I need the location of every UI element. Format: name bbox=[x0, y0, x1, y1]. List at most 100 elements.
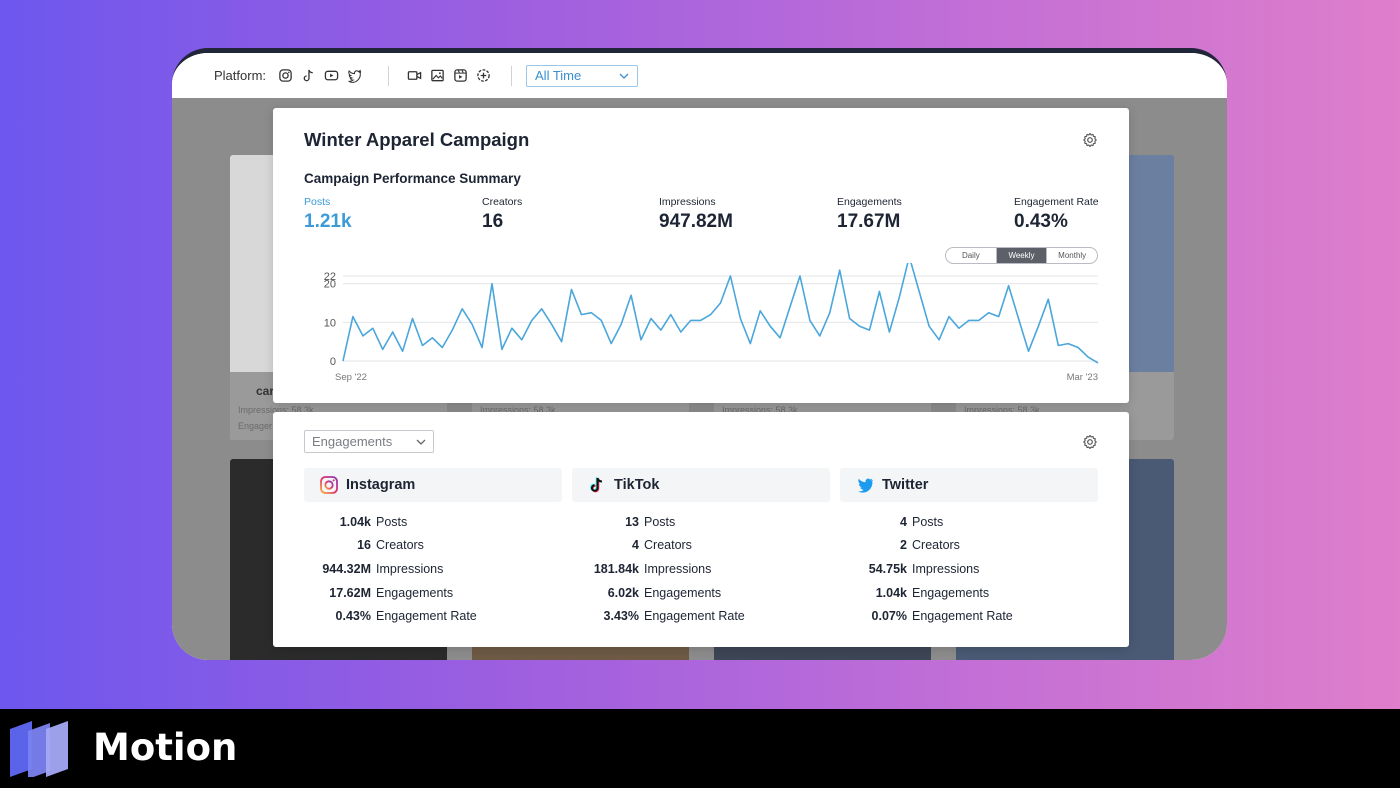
metric-value: 1.21k bbox=[304, 211, 352, 232]
metric-engagement-rate[interactable]: Engagement Rate 0.43% bbox=[1014, 196, 1099, 233]
tiktok-icon[interactable] bbox=[299, 67, 317, 85]
stat-value: 16 bbox=[357, 538, 371, 553]
platform-header[interactable]: TikTok bbox=[572, 468, 830, 502]
stat-value: 0.43% bbox=[335, 609, 371, 624]
metric-select-value: Engagements bbox=[312, 434, 393, 449]
platform-stats: 1.04k Posts 16 Creators 944.32M Impressions… bbox=[304, 510, 562, 628]
stat-label: Engagements bbox=[912, 585, 990, 600]
gear-icon[interactable] bbox=[1082, 434, 1098, 450]
metric-engagements[interactable]: Engagements 17.67M bbox=[837, 196, 902, 233]
stat-row: 13 Posts bbox=[572, 510, 830, 534]
stat-label: Impressions bbox=[376, 561, 444, 576]
metric-value: 17.67M bbox=[837, 211, 901, 232]
x-tick-label: Sep '22 bbox=[335, 372, 367, 383]
stat-value: 4 bbox=[632, 538, 639, 553]
metric-label: Engagement Rate bbox=[1014, 196, 1099, 208]
twitter-icon[interactable] bbox=[345, 67, 363, 85]
platform-label: Platform: bbox=[214, 68, 267, 83]
video-icon[interactable] bbox=[405, 67, 423, 85]
background-handle: car bbox=[256, 384, 275, 398]
toolbar-divider bbox=[388, 65, 390, 86]
metric-posts[interactable]: Posts 1.21k bbox=[304, 196, 352, 233]
stat-row: 944.32M Impressions bbox=[304, 557, 562, 581]
stat-value: 6.02k bbox=[607, 585, 639, 600]
stat-row: 17.62M Engagements bbox=[304, 581, 562, 605]
background-impressions: Impressions: 58.3k bbox=[964, 405, 1040, 415]
youtube-icon[interactable] bbox=[322, 67, 340, 85]
stat-label: Engagements bbox=[644, 585, 722, 600]
toggle-monthly[interactable]: Monthly bbox=[1058, 251, 1087, 260]
campaign-summary-panel: Winter Apparel Campaign Campaign Perform… bbox=[273, 108, 1129, 403]
stat-label: Posts bbox=[376, 514, 408, 529]
chevron-down-icon bbox=[619, 73, 629, 79]
stat-value: 17.62M bbox=[329, 585, 371, 600]
time-filter-select[interactable]: All Time bbox=[526, 64, 639, 87]
campaign-title: Winter Apparel Campaign bbox=[304, 129, 530, 150]
stat-label: Impressions bbox=[644, 561, 712, 576]
toggle-daily[interactable]: Daily bbox=[946, 248, 997, 263]
y-tick-label: 10 bbox=[324, 317, 336, 329]
metric-value: 947.82M bbox=[659, 211, 733, 232]
stat-value: 944.32M bbox=[322, 561, 371, 576]
metric-select[interactable]: Engagements bbox=[304, 430, 434, 453]
platform-card-twitter: Twitter 4 Posts 2 Creators 54.75k Impressio… bbox=[840, 468, 1098, 628]
platform-card-instagram: Instagram 1.04k Posts 16 Creators 944.32M I… bbox=[304, 468, 562, 628]
stat-label: Posts bbox=[644, 514, 676, 529]
stat-row: 4 Posts bbox=[840, 510, 1098, 534]
stat-row: 4 Creators bbox=[572, 534, 830, 558]
metric-label: Impressions bbox=[659, 196, 716, 208]
stat-row: 16 Creators bbox=[304, 534, 562, 558]
instagram-icon bbox=[318, 474, 340, 496]
chevron-down-icon bbox=[416, 439, 426, 445]
stat-label: Impressions bbox=[912, 561, 980, 576]
stat-row: 1.04k Engagements bbox=[840, 581, 1098, 605]
story-icon[interactable] bbox=[474, 67, 492, 85]
stat-label: Engagements bbox=[376, 585, 454, 600]
instagram-icon[interactable] bbox=[276, 67, 294, 85]
gear-icon[interactable] bbox=[1082, 132, 1098, 148]
platform-header[interactable]: Instagram bbox=[304, 468, 562, 502]
metric-impressions[interactable]: Impressions 947.82M bbox=[659, 196, 733, 233]
tiktok-icon bbox=[586, 474, 608, 496]
x-tick-label: Mar '23 bbox=[1067, 372, 1098, 383]
y-tick-label: 20 bbox=[324, 279, 336, 291]
metric-label: Creators bbox=[482, 196, 523, 208]
toolbar: Platform: All Time bbox=[172, 53, 1227, 98]
reel-icon[interactable] bbox=[451, 67, 469, 85]
y-tick-label: 0 bbox=[330, 356, 336, 368]
stat-label: Engagement Rate bbox=[912, 609, 1013, 624]
platform-header[interactable]: Twitter bbox=[840, 468, 1098, 502]
background-impressions: Impressions: 58.3k bbox=[238, 405, 314, 415]
stat-value: 54.75k bbox=[868, 561, 907, 576]
stat-value: 0.07% bbox=[871, 609, 907, 624]
metric-creators[interactable]: Creators 16 bbox=[482, 196, 522, 233]
background-impressions: Impressions: 58.3k bbox=[722, 405, 798, 415]
platform-stats: 13 Posts 4 Creators 181.84k Impressions 6.0… bbox=[572, 510, 830, 628]
toggle-weekly[interactable]: Weekly bbox=[996, 248, 1048, 263]
background-impressions: Impressions: 58.3k bbox=[480, 405, 556, 415]
stat-row: 181.84k Impressions bbox=[572, 557, 830, 581]
platform-card-tiktok: TikTok 13 Posts 4 Creators 181.84k Impressi… bbox=[572, 468, 830, 628]
stat-value: 1.04k bbox=[875, 585, 907, 600]
stat-row: 54.75k Impressions bbox=[840, 557, 1098, 581]
image-icon[interactable] bbox=[428, 67, 446, 85]
stat-value: 4 bbox=[900, 514, 907, 529]
stat-value: 181.84k bbox=[593, 561, 639, 576]
brand-name: Motion bbox=[93, 726, 238, 769]
series-line bbox=[342, 263, 1099, 364]
twitter-icon bbox=[854, 474, 876, 496]
stat-label: Creators bbox=[376, 538, 424, 553]
background-engagements: Engager bbox=[238, 421, 273, 431]
stat-row: 0.07% Engagement Rate bbox=[840, 604, 1098, 628]
stat-row: 6.02k Engagements bbox=[572, 581, 830, 605]
stat-row: 3.43% Engagement Rate bbox=[572, 604, 830, 628]
stat-value: 13 bbox=[625, 514, 639, 529]
stat-label: Posts bbox=[912, 514, 944, 529]
platform-breakdown-panel: Engagements Instagram 1.04k Posts 16 Creat… bbox=[273, 412, 1129, 647]
motion-logo-icon bbox=[10, 721, 68, 777]
stat-label: Creators bbox=[644, 538, 692, 553]
brand-footer: Motion bbox=[0, 709, 1400, 788]
metric-value: 0.43% bbox=[1014, 211, 1068, 232]
summary-title: Campaign Performance Summary bbox=[304, 171, 521, 186]
